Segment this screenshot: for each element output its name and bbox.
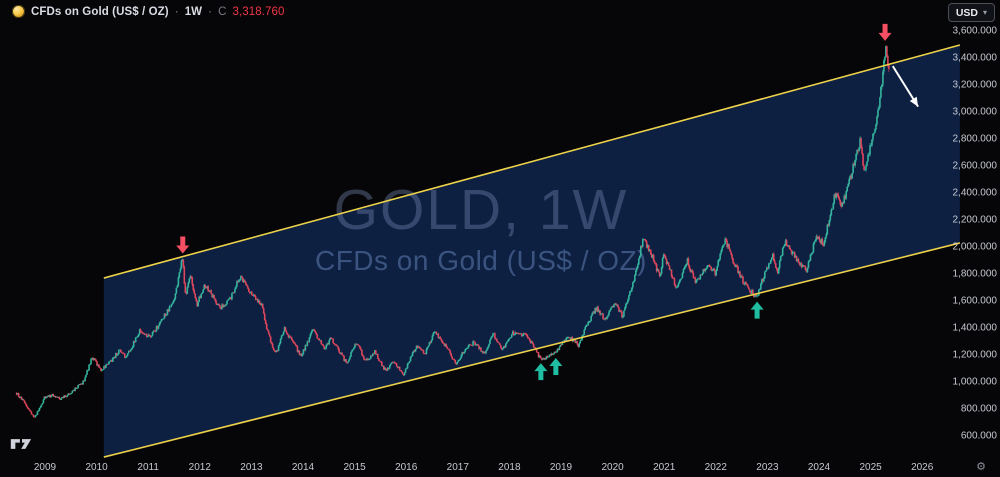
price-axis-label: 2,000.000 xyxy=(952,241,998,253)
time-axis-label: 2014 xyxy=(291,462,315,473)
currency-label: USD xyxy=(955,6,978,19)
price-axis-label: 3,400.000 xyxy=(952,52,998,64)
channel-lower-line[interactable] xyxy=(103,242,961,458)
price-axis-label: 2,400.000 xyxy=(952,187,998,199)
timeframe-label: 1W xyxy=(184,5,203,18)
drawings-layer[interactable] xyxy=(103,23,961,458)
watermark-title: GOLD, 1W xyxy=(334,178,629,242)
price-axis-label: 1,000.000 xyxy=(952,376,998,388)
channel-upper-line[interactable] xyxy=(103,44,961,279)
gold-coin-icon xyxy=(12,5,25,18)
channel-fill xyxy=(103,45,960,458)
symbol-legend[interactable]: CFDs on Gold (US$ / OZ) · 1W · C 3,318.7… xyxy=(12,5,285,18)
time-axis-label: 2021 xyxy=(653,462,676,473)
time-axis-label: 2013 xyxy=(240,462,263,473)
price-axis-label: 2,200.000 xyxy=(952,214,998,226)
price-axis[interactable]: 3,600.000 3,400.000 3,200.000 3,000.000 2,80… xyxy=(953,0,1000,458)
time-axis-label: 2025 xyxy=(859,462,882,473)
time-axis-label: 2015 xyxy=(343,462,366,473)
time-axis-label: 2011 xyxy=(137,462,159,473)
price-axis-label: 2,600.000 xyxy=(952,160,998,172)
trend-channel-layer xyxy=(103,45,960,458)
gear-icon[interactable]: ⚙ xyxy=(976,461,986,473)
time-axis-label: 2016 xyxy=(395,462,418,473)
price-axis-label: 3,200.000 xyxy=(952,79,998,91)
marker-arrow-down[interactable] xyxy=(176,236,190,254)
candlestick-series[interactable] xyxy=(15,45,890,418)
price-axis-label: 1,400.000 xyxy=(952,322,998,334)
price-axis-label: 1,800.000 xyxy=(952,268,998,280)
tv-logo-mark-1 xyxy=(10,439,20,449)
close-price: 3,318.760 xyxy=(232,5,285,18)
separator: · xyxy=(174,5,179,18)
time-axis-label: 2023 xyxy=(756,462,779,473)
tradingview-logo[interactable] xyxy=(10,437,34,451)
price-axis-label: 3,600.000 xyxy=(952,25,998,37)
symbol-title: CFDs on Gold (US$ / OZ) xyxy=(31,5,169,18)
watermark-subtitle: CFDs on Gold (US$ / OZ) xyxy=(315,245,647,276)
time-axis-label: 2020 xyxy=(601,462,624,473)
time-axis-label: 2026 xyxy=(911,462,934,473)
marker-arrow-up[interactable] xyxy=(750,301,764,319)
time-axis-label: 2019 xyxy=(549,462,573,473)
drawn-arrow[interactable] xyxy=(891,65,919,108)
price-chart-canvas[interactable]: GOLD, 1W CFDs on Gold (US$ / OZ) xyxy=(0,0,962,458)
time-axis-label: 2012 xyxy=(188,462,211,473)
price-axis-label: 2,800.000 xyxy=(952,133,998,145)
price-axis-label: 3,000.000 xyxy=(952,106,998,118)
price-axis-label: 600.000 xyxy=(960,430,997,442)
time-axis-label: 2017 xyxy=(446,462,469,473)
marker-arrow-up[interactable] xyxy=(549,358,563,375)
price-axis-label: 800.000 xyxy=(960,403,997,415)
time-axis-label: 2022 xyxy=(704,462,727,473)
axis-settings-corner: ⚙ xyxy=(962,458,1000,477)
time-axis-label: 2018 xyxy=(498,462,521,473)
time-axis-label: 2009 xyxy=(33,462,57,473)
marker-arrow-down[interactable] xyxy=(878,23,892,41)
time-axis[interactable]: 2009 2010 2011 2012 2013 2014 2015 2016 2017 2018… xyxy=(0,458,962,477)
currency-button[interactable]: USD ▾ xyxy=(947,3,995,22)
time-axis-label: 2024 xyxy=(807,462,831,473)
marker-arrow-up[interactable] xyxy=(534,363,548,381)
separator: · xyxy=(208,5,213,18)
price-axis-label: 1,200.000 xyxy=(952,349,998,361)
chevron-down-icon: ▾ xyxy=(982,8,987,17)
price-axis-label: 1,600.000 xyxy=(952,295,998,307)
close-prefix: C xyxy=(218,5,227,18)
tv-logo-mark-7 xyxy=(21,439,32,449)
time-axis-label: 2010 xyxy=(85,462,108,473)
